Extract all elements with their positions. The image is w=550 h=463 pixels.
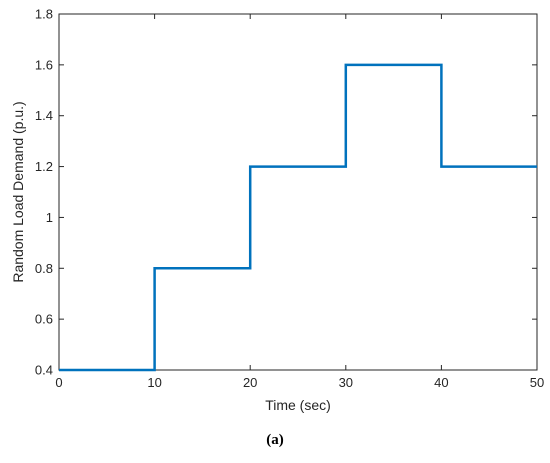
y-tick-label: 0.4 [35, 363, 53, 378]
x-axis-label: Time (sec) [265, 397, 331, 413]
load-demand-series-line [59, 63, 537, 372]
x-tick-label: 10 [147, 375, 161, 390]
x-tick-label: 30 [339, 375, 353, 390]
y-tick-label: 0.8 [35, 261, 53, 276]
y-tick-label: 1 [46, 210, 53, 225]
x-axis-ticks: 0 10 20 30 40 50 [55, 14, 544, 390]
y-tick-label: 1.4 [35, 108, 53, 123]
y-tick-label: 1.2 [35, 159, 53, 174]
y-tick-label: 1.8 [35, 7, 53, 22]
x-tick-label: 50 [530, 375, 544, 390]
x-tick-label: 0 [55, 375, 62, 390]
y-axis-label: Random Load Demand (p.u.) [10, 101, 26, 282]
figure-caption: (a) [266, 432, 284, 448]
x-tick-label: 20 [243, 375, 257, 390]
y-tick-label: 1.6 [35, 57, 53, 72]
plot-area [58, 13, 538, 371]
y-tick-label: 0.6 [35, 312, 53, 327]
y-axis-ticks: 0.4 0.6 0.8 1 1.2 1.4 1.6 1.8 [35, 7, 537, 378]
x-tick-label: 40 [434, 375, 448, 390]
